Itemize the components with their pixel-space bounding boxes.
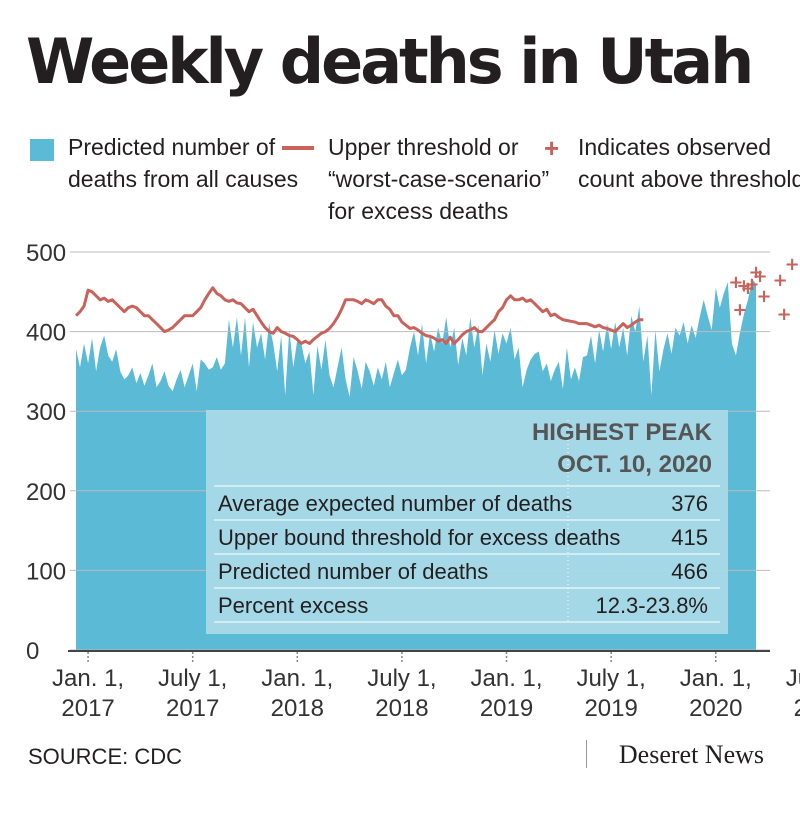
excess-marker: +	[732, 299, 747, 320]
peak-table-label: Average expected number of deaths	[218, 491, 572, 516]
legend-threshold-label-1: Upper threshold or	[328, 134, 519, 160]
excess-marker: +	[785, 254, 800, 275]
x-tick-label: July 1,	[158, 665, 227, 692]
threshold-line	[74, 286, 644, 345]
x-tick-label: 2018	[375, 695, 428, 722]
x-tick-label: 2019	[584, 695, 637, 722]
legend-plus-label-1: Indicates observed	[578, 134, 772, 160]
brand-divider	[586, 740, 587, 768]
peak-table-panel	[206, 410, 728, 634]
peak-table-header-2: OCT. 10, 2020	[557, 451, 712, 478]
x-tick-label: July 1,	[367, 665, 436, 692]
x-tick-label: 2017	[166, 695, 219, 722]
source-note: SOURCE: CDC	[28, 744, 183, 769]
peak-table-header-1: HIGHEST PEAK	[532, 419, 713, 446]
brand-logo: Deseret News	[618, 740, 764, 769]
excess-marker: +	[757, 286, 772, 307]
peak-table-value: 12.3-23.8%	[595, 593, 708, 618]
excess-marker: +	[752, 266, 767, 287]
x-tick-label: Jan. 1,	[680, 665, 752, 692]
y-tick-label: 400	[26, 320, 66, 347]
peak-table-label: Upper bound threshold for excess deaths	[218, 525, 620, 550]
x-tick-label: July 1,	[786, 665, 800, 692]
x-tick-label: 2020	[794, 695, 800, 722]
peak-table-value: 376	[671, 491, 708, 516]
legend-area-label-1: Predicted number of	[68, 134, 276, 160]
legend-threshold-label-3: for excess deaths	[328, 198, 509, 224]
x-tick-label: July 1,	[576, 665, 645, 692]
y-tick-label: 0	[26, 638, 39, 665]
excess-marker: +	[773, 270, 788, 291]
excess-marker: +	[728, 272, 743, 293]
excess-marker: +	[777, 304, 792, 325]
x-tick-label: 2020	[689, 695, 742, 722]
peak-table-value: 415	[671, 525, 708, 550]
peak-table-label: Predicted number of deaths	[218, 559, 488, 584]
y-tick-label: 300	[26, 399, 66, 426]
x-tick-label: Jan. 1,	[471, 665, 543, 692]
excess-marker: +	[744, 274, 759, 295]
peak-table-value: 466	[671, 559, 708, 584]
y-tick-label: 200	[26, 479, 66, 506]
excess-marker: +	[736, 275, 751, 296]
excess-marker: +	[740, 278, 755, 299]
x-tick-label: 2019	[480, 695, 533, 722]
legend-area-label-2: deaths from all causes	[68, 166, 299, 192]
excess-marker: +	[748, 262, 763, 283]
legend-plus-label-2: count above threshold	[578, 166, 800, 192]
y-tick-label: 100	[26, 558, 66, 585]
y-tick-label: 500	[26, 240, 66, 267]
legend-threshold-label-2: “worst-case-scenario”	[328, 166, 550, 192]
legend-plus-icon: +	[544, 133, 560, 163]
legend-area-swatch	[30, 139, 54, 161]
x-tick-label: 2018	[271, 695, 324, 722]
x-tick-label: Jan. 1,	[261, 665, 333, 692]
x-tick-label: Jan. 1,	[52, 665, 124, 692]
x-tick-label: 2017	[61, 695, 114, 722]
peak-table-label: Percent excess	[218, 593, 368, 618]
legend-threshold-swatch	[282, 146, 314, 150]
chart-title: Weekly deaths in Utah	[26, 25, 754, 98]
